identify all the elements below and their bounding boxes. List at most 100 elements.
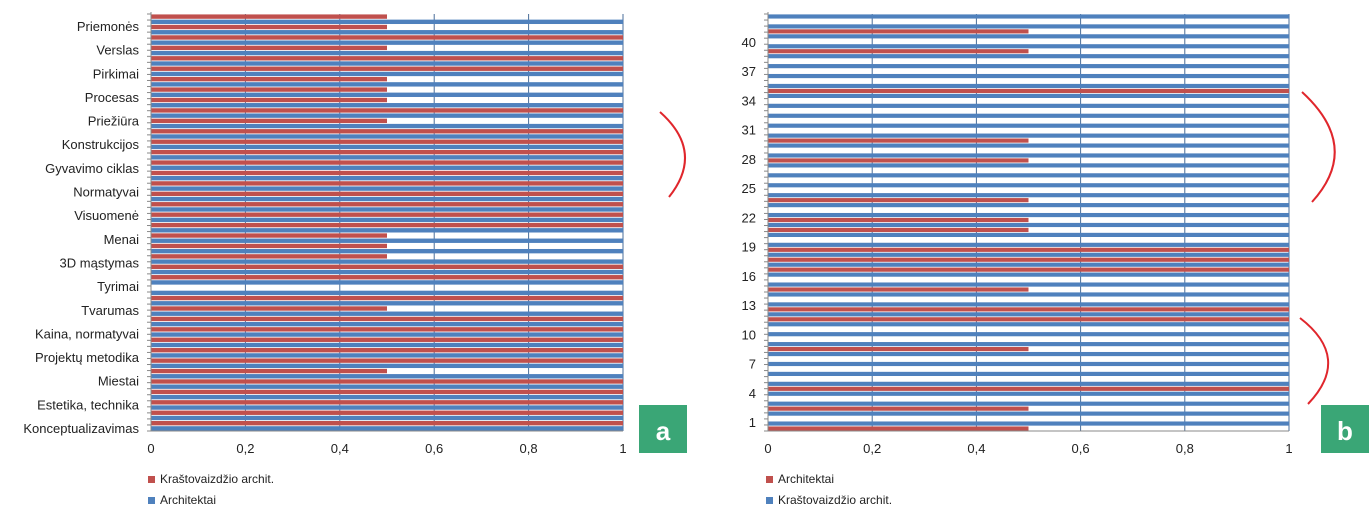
y-tick-label: Miestai — [98, 374, 139, 389]
bar — [151, 118, 387, 124]
bar — [151, 363, 623, 369]
y-tick-label: Procesas — [85, 90, 140, 105]
y-tick-label: 34 — [742, 93, 756, 108]
bar — [768, 322, 1289, 327]
bar — [151, 243, 387, 249]
bar — [768, 351, 1289, 357]
bar — [151, 400, 623, 405]
y-tick-label: Menai — [104, 232, 140, 247]
bar — [768, 217, 1029, 223]
bar — [768, 227, 1029, 233]
bar — [151, 295, 623, 301]
x-tick-label: 0,6 — [1072, 441, 1090, 456]
bar — [151, 50, 623, 56]
bar — [151, 202, 623, 207]
bar — [151, 207, 623, 212]
bar — [768, 312, 1289, 317]
x-tick-label: 0,2 — [863, 441, 881, 456]
bar — [151, 290, 623, 296]
y-tick-label: Visuomenė — [74, 208, 139, 223]
panel-a-label-badge: a — [639, 405, 687, 453]
bar — [151, 186, 623, 191]
bar — [768, 282, 1289, 287]
panel-b-label-badge: b — [1321, 405, 1369, 453]
bar — [768, 123, 1289, 128]
bar — [768, 64, 1289, 69]
bar — [151, 321, 623, 327]
bar — [768, 173, 1289, 178]
bar — [151, 40, 623, 45]
bar — [768, 262, 1289, 267]
bar — [151, 275, 623, 280]
panel-b-label: b — [1337, 416, 1353, 446]
bar — [768, 193, 1289, 198]
bar — [768, 153, 1289, 158]
bar — [768, 401, 1289, 406]
bar — [151, 311, 623, 316]
y-tick-label: Priemonės — [77, 19, 140, 34]
x-tick-label: 0,4 — [967, 441, 985, 456]
bar — [768, 307, 1289, 312]
bar — [768, 391, 1289, 396]
bar — [151, 129, 623, 134]
panel-b-bracket-upper-annotation — [1301, 91, 1336, 203]
bar — [151, 82, 623, 87]
bar — [768, 212, 1289, 218]
bar — [151, 92, 623, 97]
bar — [768, 257, 1289, 262]
y-tick-label: 37 — [742, 64, 756, 79]
bar — [768, 103, 1289, 108]
bar — [768, 113, 1289, 118]
bar — [768, 49, 1029, 54]
bar — [768, 163, 1289, 168]
panel-a-label: a — [656, 416, 671, 446]
bar — [151, 332, 623, 337]
y-tick-label: Gyvavimo ciklas — [45, 161, 139, 176]
bar — [151, 56, 623, 61]
bar — [768, 287, 1029, 292]
bar — [768, 267, 1289, 272]
panel-a-axes — [147, 12, 623, 432]
panel-a-gridlines — [150, 14, 624, 431]
x-tick-label: 0,2 — [236, 441, 254, 456]
y-tick-label: 1 — [749, 415, 756, 430]
bar — [151, 353, 623, 358]
y-tick-label: Normatyvai — [73, 185, 139, 200]
x-tick-label: 0,8 — [520, 441, 538, 456]
panel-a-x-tick-labels: 0 0,2 0,4 0,6 0,8 1 — [147, 441, 626, 456]
bar — [768, 183, 1289, 188]
bar — [151, 420, 623, 426]
bar — [768, 133, 1289, 138]
bar — [151, 384, 623, 389]
bar — [151, 269, 623, 275]
bar — [768, 342, 1289, 347]
bar — [151, 35, 623, 40]
bar — [768, 222, 1289, 228]
bar — [768, 34, 1289, 39]
bar — [151, 191, 623, 197]
bar — [151, 19, 623, 25]
legend-swatch-red — [766, 476, 773, 483]
y-tick-label: Kaina, normatyvai — [35, 326, 139, 341]
bar — [768, 406, 1029, 411]
legend-swatch-blue — [148, 497, 155, 504]
bar — [151, 134, 623, 139]
bar — [151, 123, 623, 129]
bar — [151, 97, 387, 103]
y-tick-label: Konceptualizavimas — [23, 421, 139, 436]
panel-b-x-tick-labels: 0 0,2 0,4 0,6 0,8 1 — [764, 441, 1292, 456]
y-tick-label: 16 — [742, 269, 756, 284]
bar — [768, 24, 1289, 29]
y-tick-label: Projektų metodika — [35, 350, 140, 365]
bar — [151, 327, 623, 332]
panel-b-legend: Architektai Kraštovaizdžio archit. — [766, 472, 892, 507]
bar — [151, 87, 387, 92]
panel-a-bracket-annotation — [659, 111, 686, 198]
y-tick-label: 19 — [742, 240, 756, 255]
y-tick-label: 13 — [742, 298, 756, 313]
bar — [151, 394, 623, 400]
bar — [768, 232, 1289, 237]
bar — [151, 108, 623, 113]
y-tick-label: 25 — [742, 181, 756, 196]
bar — [151, 170, 623, 176]
